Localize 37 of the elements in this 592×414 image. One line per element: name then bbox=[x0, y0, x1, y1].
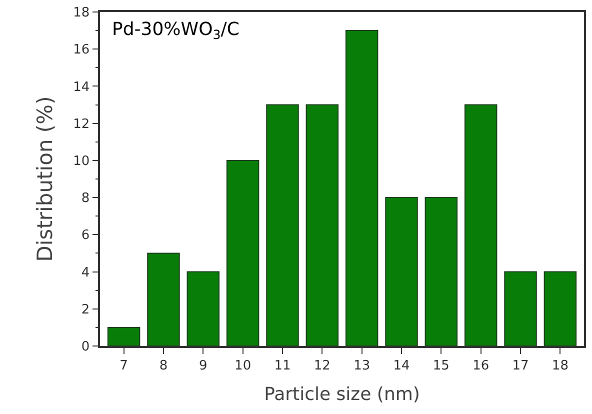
x-tick-label: 11 bbox=[274, 358, 291, 374]
y-tick-label: 10 bbox=[73, 154, 90, 169]
bar bbox=[107, 326, 140, 346]
x-tick-label: 12 bbox=[314, 358, 330, 374]
y-tick-label: 14 bbox=[73, 80, 90, 95]
bar bbox=[345, 30, 378, 346]
bar bbox=[306, 104, 339, 346]
y-tick-label: 8 bbox=[81, 191, 90, 206]
y-tick-label: 0 bbox=[81, 340, 90, 355]
bar bbox=[266, 104, 299, 346]
bar bbox=[147, 252, 180, 346]
x-tick-label: 14 bbox=[393, 358, 410, 374]
x-tick-label: 15 bbox=[432, 358, 450, 374]
bar bbox=[385, 197, 418, 346]
x-tick-label: 9 bbox=[199, 358, 208, 374]
x-tick-label: 8 bbox=[159, 358, 168, 374]
bar bbox=[504, 271, 537, 346]
x-tick-label: 17 bbox=[512, 358, 529, 374]
y-tick-label: 2 bbox=[81, 302, 90, 318]
bar bbox=[544, 271, 577, 346]
x-tick-label: 13 bbox=[354, 358, 370, 374]
bar bbox=[424, 197, 458, 346]
x-tick-label: 18 bbox=[552, 358, 568, 374]
bar bbox=[464, 104, 498, 346]
annotation: Pd-30%WO$_{3}$/C bbox=[112, 19, 240, 42]
x-tick-label: 16 bbox=[472, 358, 490, 374]
x-tick-label: 7 bbox=[120, 358, 128, 374]
x-tick-label: 10 bbox=[234, 358, 252, 374]
y-tick-label: 16 bbox=[73, 42, 90, 58]
y-tick-label: 4 bbox=[81, 265, 90, 280]
y-tick-label: 12 bbox=[73, 116, 90, 132]
bar bbox=[226, 160, 260, 346]
y-tick-label: 18 bbox=[73, 6, 90, 21]
x-axis-title: Particle size (nm) bbox=[264, 384, 420, 405]
y-tick-label: 6 bbox=[81, 228, 90, 244]
y-axis-title: Distribution (%) bbox=[32, 96, 57, 262]
bar bbox=[186, 271, 220, 346]
